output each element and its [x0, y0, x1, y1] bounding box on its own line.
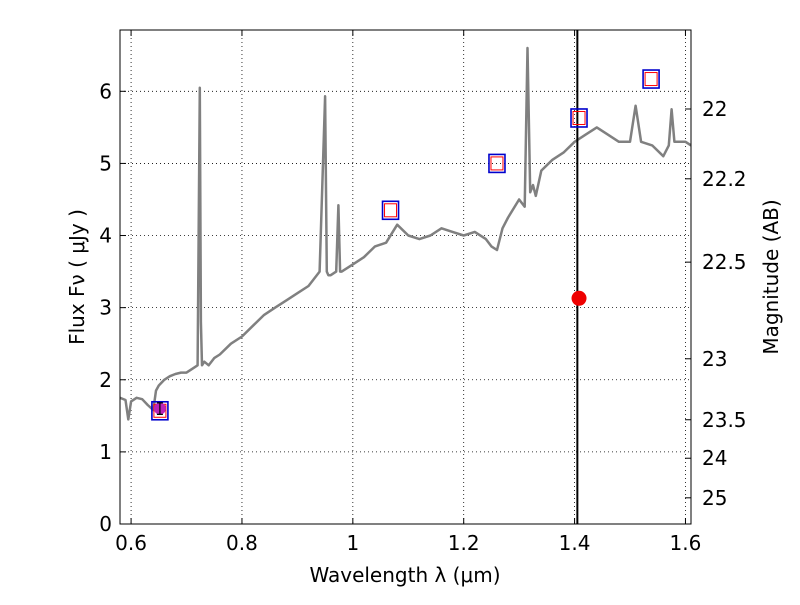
- photometry-box-inner: [490, 156, 504, 171]
- y2-tick-label: 24: [702, 446, 727, 470]
- photometry-box-inner: [644, 72, 658, 87]
- y2-tick-label: 22.5: [702, 250, 747, 274]
- axes: 0.6 0.8 1 1.2 1.4 1.601234562222.222.52323.52…: [99, 30, 747, 555]
- x-tick-label: 0.6: [115, 531, 147, 555]
- y2-tick-label: 22: [702, 97, 727, 121]
- y-tick-label: 6: [99, 79, 112, 103]
- grid: [120, 30, 691, 525]
- right-axis-label: Magnitude (AB): [759, 199, 783, 354]
- y-axis-label: Flux Fν ( μJy ): [65, 209, 89, 345]
- y-tick-label: 0: [99, 512, 112, 536]
- photometry-box: [151, 400, 169, 421]
- y2-tick-label: 23.5: [702, 408, 747, 432]
- y-tick-label: 3: [99, 296, 112, 320]
- y-tick-label: 5: [99, 151, 112, 175]
- plot-area: [120, 30, 691, 524]
- series-group: [120, 30, 691, 524]
- photometry-box: [570, 108, 588, 128]
- photometry-box-inner: [384, 203, 398, 218]
- x-tick-label: 1.6: [670, 531, 702, 555]
- x-tick-label: 1.2: [448, 531, 480, 555]
- photometry-box: [488, 153, 506, 174]
- y2-tick-label: 23: [702, 347, 727, 371]
- spectrum-line: [120, 46, 691, 421]
- photometry-box-inner: [572, 110, 586, 125]
- y2-tick-label: 22.2: [702, 167, 747, 191]
- x-tick-label: 1.4: [559, 531, 591, 555]
- red-point: [571, 290, 587, 306]
- y-tick-label: 1: [99, 440, 112, 464]
- plot-frame: [119, 29, 692, 525]
- x-tick-label: 1: [346, 531, 359, 555]
- photometry-box: [381, 200, 400, 221]
- x-tick-label: 0.8: [226, 531, 258, 555]
- photometry-box: [642, 69, 660, 89]
- y-tick-label: 2: [99, 368, 112, 392]
- y2-tick-label: 25: [702, 486, 727, 510]
- x-axis-label: Wavelength λ (μm): [309, 563, 500, 587]
- y-tick-label: 4: [99, 224, 112, 248]
